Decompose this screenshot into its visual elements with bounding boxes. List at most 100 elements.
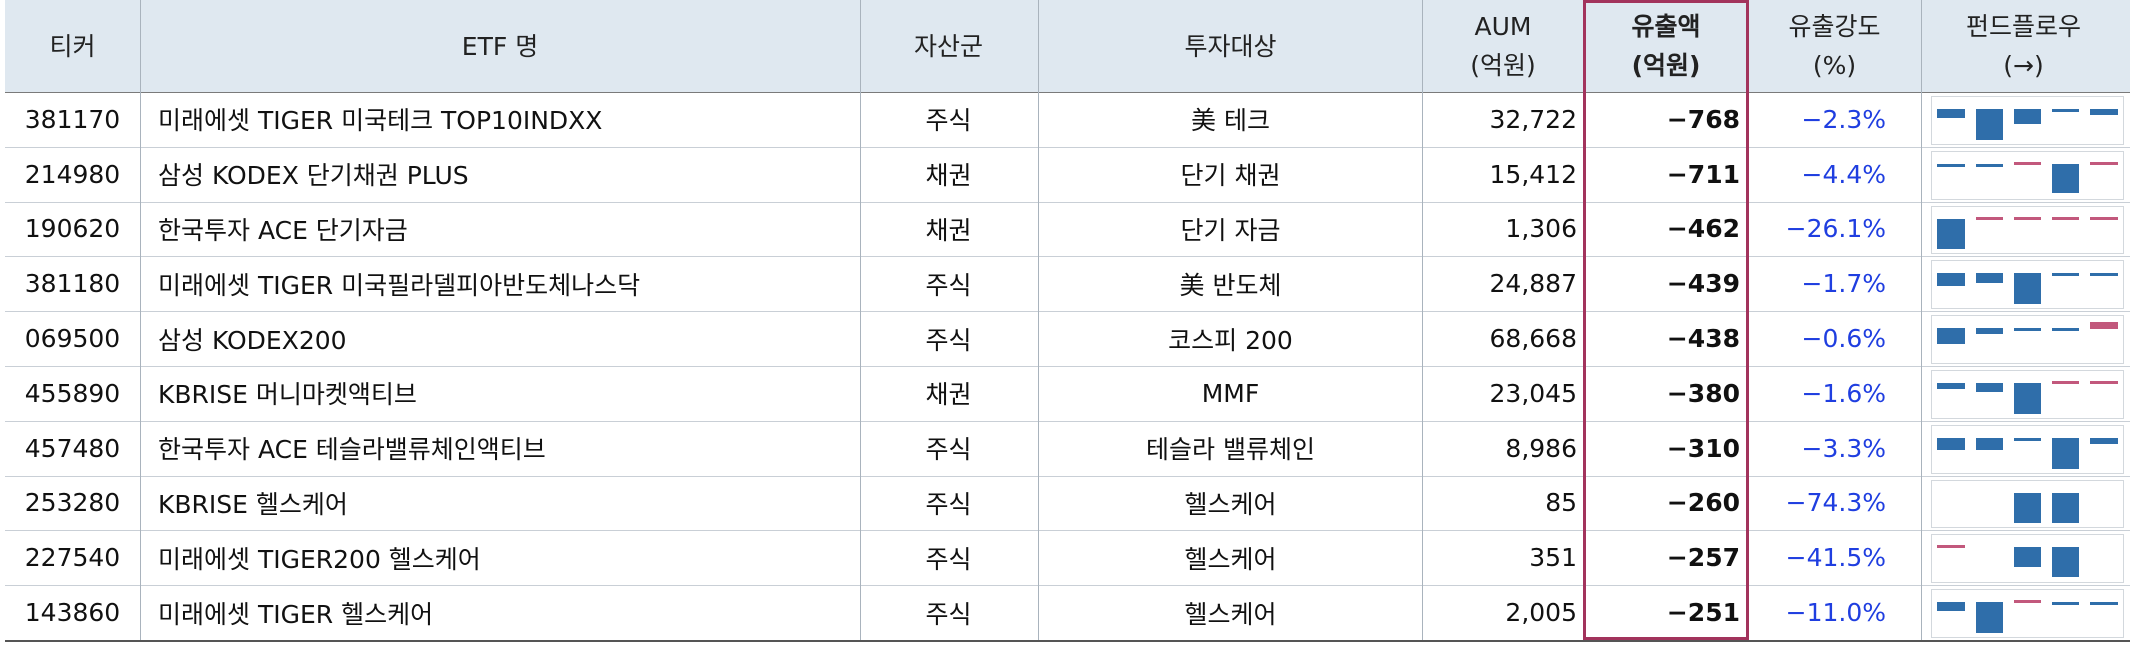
ticker-cell: 069500 [24, 324, 121, 354]
etf-name-cell: 삼성 KODEX 단기채권 PLUS [158, 161, 469, 191]
etf-name-cell: 미래에셋 TIGER 헬스케어 [158, 599, 434, 629]
header-label: 펀드플로우 [1965, 12, 2081, 41]
table-row: 253280 KBRISE 헬스케어 주식 헬스케어 85 −260 −74.3% [5, 476, 2130, 532]
fund-flow-bar [1975, 437, 2004, 451]
fund-flow-bar [1937, 437, 1965, 451]
investment-target-cell: MMF [1201, 378, 1260, 408]
fund-flow-bar [1937, 109, 1965, 119]
fund-flow-sparkline [1931, 96, 2124, 145]
outflow-intensity-cell: −4.4% [1801, 159, 1886, 189]
header-unit: (억원) [1470, 51, 1536, 80]
header-ticker: 티커 [5, 0, 140, 92]
outflow-cell: −711 [1666, 159, 1740, 189]
fund-flow-sparkline [1931, 424, 2124, 474]
outflow-cell: −257 [1666, 543, 1740, 573]
aum-cell: 8,986 [1505, 433, 1577, 463]
header-label: 유출액 [1631, 12, 1701, 41]
fund-flow-bar [2051, 492, 2080, 524]
fund-flow-sparkline [1931, 589, 2124, 638]
investment-target-cell: 헬스케어 [1184, 489, 1277, 519]
table-row: 227540 미래에셋 TIGER200 헬스케어 주식 헬스케어 351 −257 −41… [5, 530, 2130, 587]
aum-cell: 68,668 [1489, 324, 1577, 354]
header-outflow: 유출액 (억원) [1585, 0, 1747, 92]
fund-flow-sparkline [1931, 260, 2124, 310]
investment-target-cell: 헬스케어 [1184, 544, 1277, 574]
outflow-intensity-cell: −0.6% [1801, 324, 1886, 354]
outflow-cell: −768 [1666, 104, 1740, 134]
fund-flow-sparkline [1931, 534, 2124, 584]
asset-class-cell: 주식 [925, 325, 972, 355]
header-etf-name: ETF 명 [140, 0, 860, 92]
header-label: AUM [1474, 12, 1532, 41]
fund-flow-bar [2051, 109, 2080, 112]
header-aum: AUM (억원) [1422, 0, 1584, 92]
fund-flow-bar [1937, 602, 1965, 612]
outflow-cell: −260 [1666, 488, 1740, 518]
table-row: 381170 미래에셋 TIGER 미국테크 TOP10INDXX 주식 美 테크 32… [5, 92, 2130, 148]
outflow-cell: −438 [1666, 324, 1740, 354]
fund-flow-bar [2013, 161, 2042, 165]
asset-class-cell: 주식 [925, 106, 972, 136]
table-row: 069500 삼성 KODEX200 주식 코스피 200 68,668 −438 −0.6… [5, 311, 2130, 367]
aum-cell: 2,005 [1505, 598, 1577, 628]
investment-target-cell: 美 반도체 [1179, 270, 1282, 300]
column-divider [1422, 0, 1423, 640]
fund-flow-bar [2090, 381, 2118, 384]
header-label: 투자대상 [1184, 31, 1277, 61]
fund-flow-bar [2051, 328, 2080, 332]
outflow-intensity-cell: −26.1% [1785, 214, 1886, 244]
asset-class-cell: 채권 [925, 161, 972, 191]
fund-flow-bar [2051, 547, 2080, 577]
etf-name-cell: 미래에셋 TIGER200 헬스케어 [158, 544, 481, 574]
outflow-intensity-cell: −74.3% [1785, 488, 1886, 518]
fund-flow-bar [2090, 273, 2118, 277]
header-investment-target: 투자대상 [1038, 0, 1423, 92]
header-fund-flow: 펀드플로우 (→) [1921, 0, 2126, 92]
etf-name-cell: 삼성 KODEX200 [158, 325, 347, 355]
fund-flow-bar [2013, 547, 2042, 568]
fund-flow-bar [2013, 216, 2042, 220]
table-row: 381180 미래에셋 TIGER 미국필라델피아반도체나스닥 주식 美 반도체 24,… [5, 256, 2130, 313]
asset-class-cell: 주식 [925, 435, 972, 465]
header-unit: (%) [1812, 51, 1857, 80]
outflow-cell: −310 [1666, 433, 1740, 463]
asset-class-cell: 주식 [925, 599, 972, 629]
fund-flow-bar [2090, 322, 2118, 330]
asset-class-cell: 채권 [925, 380, 972, 410]
fund-flow-bar [2051, 381, 2080, 384]
header-outflow-intensity: 유출강도 (%) [1747, 0, 1922, 92]
column-divider [1747, 0, 1748, 640]
outflow-cell: −439 [1666, 269, 1740, 299]
fund-flow-bar [1937, 273, 1965, 286]
fund-flow-bar [2013, 383, 2042, 414]
asset-class-cell: 주식 [925, 544, 972, 574]
table-row: 190620 한국투자 ACE 단기자금 채권 단기 자금 1,306 −462 −26.1… [5, 202, 2130, 258]
fund-flow-sparkline [1931, 205, 2124, 255]
ticker-cell: 190620 [24, 214, 121, 244]
fund-flow-bar [1975, 163, 2004, 167]
fund-flow-bar [2013, 328, 2042, 332]
fund-flow-bar [2051, 216, 2080, 220]
investment-target-cell: 美 테크 [1191, 106, 1270, 136]
column-divider [1038, 0, 1039, 640]
column-divider [1585, 0, 1586, 640]
ticker-cell: 253280 [24, 488, 121, 518]
fund-flow-bar [1975, 383, 2004, 393]
fund-flow-sparkline [1931, 150, 2124, 200]
fund-flow-bar [1937, 545, 1965, 549]
fund-flow-bar [1975, 216, 2004, 220]
aum-cell: 23,045 [1489, 378, 1577, 408]
fund-flow-bar [1937, 218, 1965, 250]
outflow-cell: −251 [1666, 598, 1740, 628]
outflow-cell: −380 [1666, 378, 1740, 408]
aum-cell: 15,412 [1489, 159, 1577, 189]
fund-flow-bar [2090, 109, 2118, 116]
outflow-intensity-cell: −11.0% [1785, 598, 1886, 628]
fund-flow-sparkline [1931, 370, 2124, 419]
asset-class-cell: 주식 [925, 489, 972, 519]
aum-cell: 32,722 [1489, 104, 1577, 134]
header-label: 자산군 [913, 31, 983, 61]
fund-flow-bar [2051, 163, 2080, 194]
fund-flow-bar [1975, 602, 2004, 633]
aum-cell: 24,887 [1489, 269, 1577, 299]
